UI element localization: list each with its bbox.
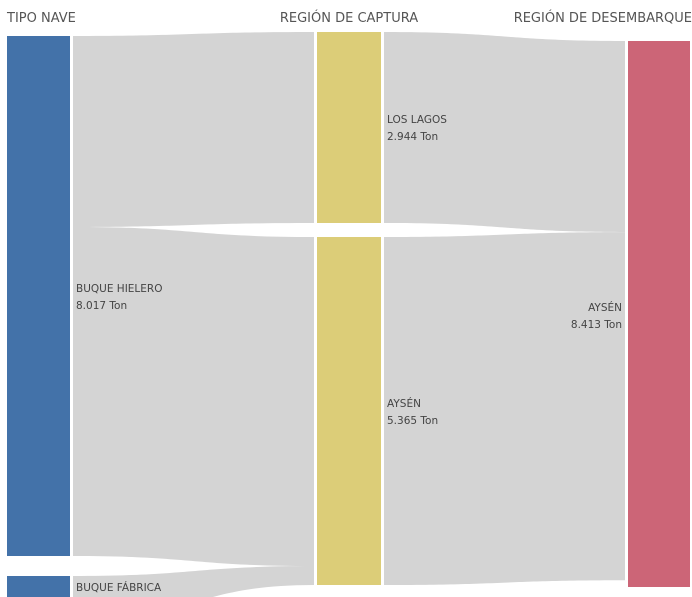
node-aysen-captura[interactable] xyxy=(317,237,381,585)
labels-layer: BUQUE HIELERO 8.017 Ton BUQUE FÁBRICA LOS L… xyxy=(76,114,622,594)
link-buque-hielero-to-los-lagos-captura[interactable] xyxy=(73,32,314,227)
column-title-desembarque: REGIÓN DE DESEMBARQUE xyxy=(514,10,692,26)
link-aysen-captura-to-aysen-desembarque[interactable] xyxy=(384,232,625,585)
link-los-lagos-captura-to-aysen-desembarque[interactable] xyxy=(384,32,625,233)
node-label-buque-fabrica: BUQUE FÁBRICA xyxy=(76,581,162,594)
node-label-aysen-captura: AYSÉN xyxy=(387,397,421,410)
node-value-buque-hielero: 8.017 Ton xyxy=(76,300,127,312)
node-value-aysen-captura: 5.365 Ton xyxy=(387,415,438,427)
node-buque-hielero[interactable] xyxy=(7,36,70,556)
column-titles: TIPO NAVE REGIÓN DE CAPTURA REGIÓN DE DESE… xyxy=(6,10,692,26)
node-buque-fabrica[interactable] xyxy=(7,576,70,597)
node-value-los-lagos-captura: 2.944 Ton xyxy=(387,131,438,143)
node-value-aysen-desembarque: 8.413 Ton xyxy=(571,319,622,331)
node-los-lagos-captura[interactable] xyxy=(317,32,381,223)
nodes-layer xyxy=(7,32,690,597)
node-label-los-lagos-captura: LOS LAGOS xyxy=(387,114,447,126)
link-buque-fabrica-to-aysen-captura[interactable] xyxy=(73,566,314,597)
column-title-tipo: TIPO NAVE xyxy=(6,11,76,26)
node-aysen-desembarque[interactable] xyxy=(628,41,690,587)
node-label-buque-hielero: BUQUE HIELERO xyxy=(76,283,162,295)
column-title-captura: REGIÓN DE CAPTURA xyxy=(280,10,418,26)
links-layer xyxy=(73,32,625,597)
link-buque-hielero-to-aysen-captura[interactable] xyxy=(73,226,314,567)
node-label-aysen-desembarque: AYSÉN xyxy=(588,301,622,314)
